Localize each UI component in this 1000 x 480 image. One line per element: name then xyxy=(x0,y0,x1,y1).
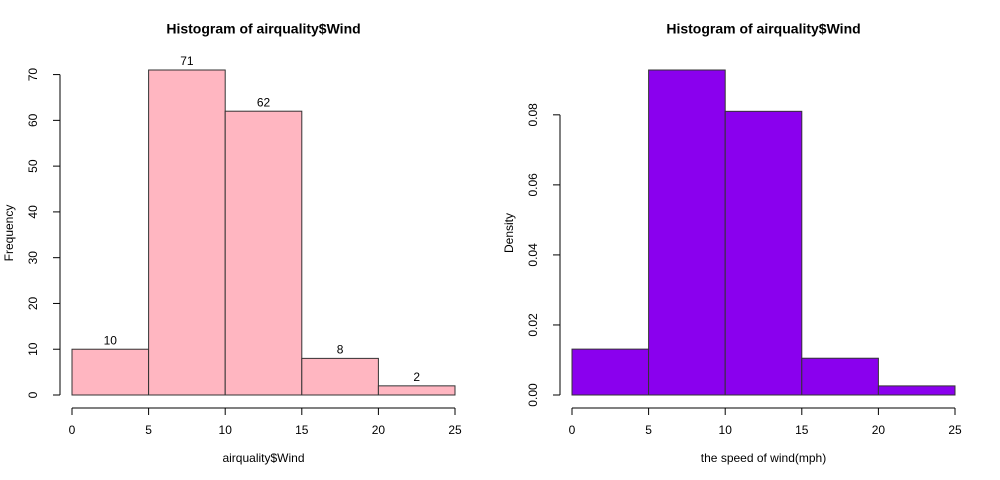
x-tick-label: 15 xyxy=(295,423,309,437)
x-axis-title: airquality$Wind xyxy=(222,451,304,465)
y-tick-label: 0.02 xyxy=(526,313,540,337)
x-tick-label: 0 xyxy=(569,423,576,437)
y-tick-label: 0.04 xyxy=(526,243,540,267)
x-axis-title: the speed of wind(mph) xyxy=(701,451,826,465)
histogram-bar xyxy=(801,357,879,396)
x-tick-label: 10 xyxy=(719,423,733,437)
y-tick-label: 0.06 xyxy=(526,173,540,197)
x-tick-label: 0 xyxy=(69,423,76,437)
y-tick-label: 0.00 xyxy=(526,383,540,407)
y-tick-label: 0 xyxy=(26,391,40,398)
x-tick-label: 10 xyxy=(219,423,233,437)
value-label: 8 xyxy=(337,343,344,357)
y-tick-label: 10 xyxy=(26,342,40,356)
y-tick-label: 20 xyxy=(26,296,40,310)
value-label: 2 xyxy=(413,370,420,384)
value-label: 10 xyxy=(104,333,118,347)
histogram-bar xyxy=(148,69,226,396)
histogram-bar xyxy=(224,110,303,396)
x-tick-label: 20 xyxy=(872,423,886,437)
x-tick-label: 25 xyxy=(948,423,962,437)
x-tick-label: 25 xyxy=(448,423,462,437)
value-label: 71 xyxy=(180,54,194,68)
histogram-bar xyxy=(648,69,726,396)
x-tick-label: 5 xyxy=(645,423,652,437)
histogram-bar xyxy=(571,348,650,396)
y-tick-label: 30 xyxy=(26,251,40,265)
y-axis-title: Density xyxy=(502,213,516,253)
y-axis-title: Frequency xyxy=(2,205,16,262)
chart-title: Histogram of airquality$Wind xyxy=(666,21,860,37)
value-label: 62 xyxy=(257,95,271,109)
x-tick-label: 5 xyxy=(145,423,152,437)
histogram-bar xyxy=(877,385,956,396)
y-tick-label: 60 xyxy=(26,113,40,127)
histogram-bar xyxy=(301,357,379,396)
histogram-bar xyxy=(71,348,150,396)
y-tick-label: 70 xyxy=(26,68,40,82)
y-tick-label: 0.08 xyxy=(526,103,540,127)
histogram-bar xyxy=(724,110,803,396)
x-tick-label: 20 xyxy=(372,423,386,437)
x-tick-label: 15 xyxy=(795,423,809,437)
chart-title: Histogram of airquality$Wind xyxy=(166,21,360,37)
histogram-bar xyxy=(377,385,456,396)
y-tick-label: 40 xyxy=(26,205,40,219)
y-tick-label: 50 xyxy=(26,159,40,173)
